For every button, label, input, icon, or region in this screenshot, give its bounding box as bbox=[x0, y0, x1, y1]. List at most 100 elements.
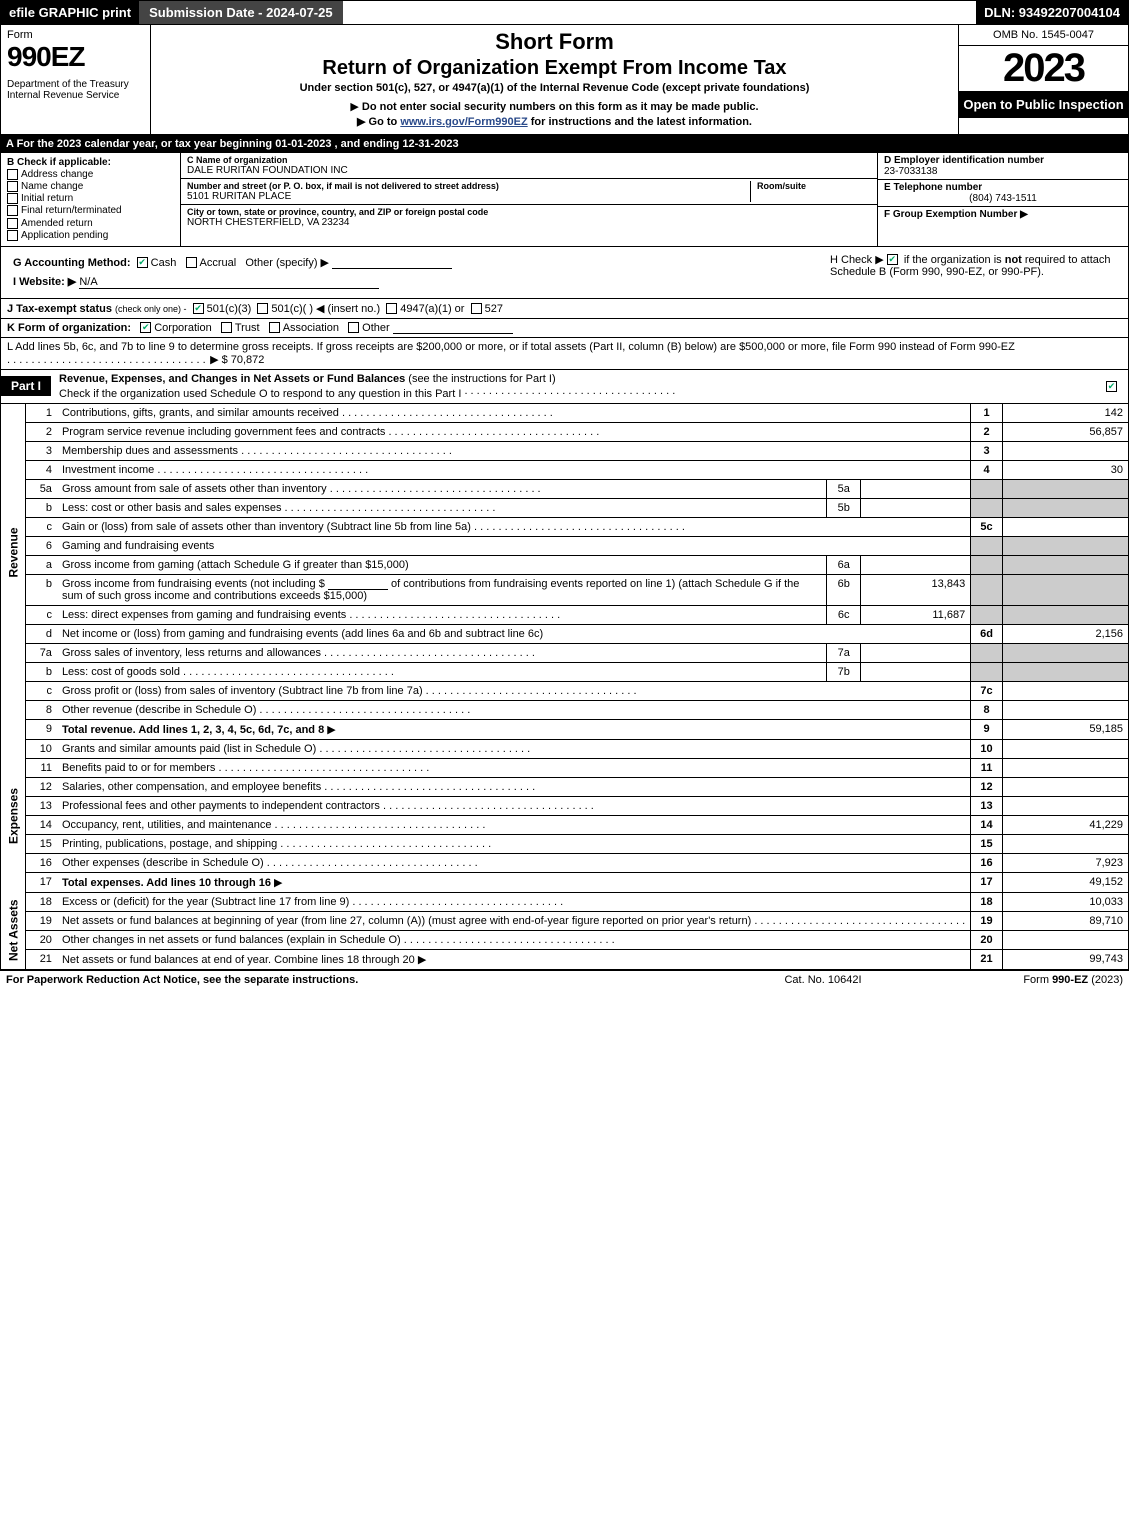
part1-badge: Part I bbox=[1, 376, 51, 396]
line-box: 14 bbox=[971, 815, 1003, 834]
check-initial-return[interactable]: Initial return bbox=[7, 193, 174, 204]
irs-link[interactable]: www.irs.gov/Form990EZ bbox=[400, 116, 527, 128]
j-4947-checkbox-icon[interactable] bbox=[386, 303, 397, 314]
checkbox-icon[interactable] bbox=[7, 181, 18, 192]
h-not: not bbox=[1005, 254, 1022, 266]
line-box: 6d bbox=[971, 624, 1003, 643]
shade-cell bbox=[1002, 479, 1128, 498]
arrow-icon: ▶ bbox=[350, 101, 362, 113]
form-ref: Form 990-EZ (2023) bbox=[923, 974, 1123, 986]
line-num: 3 bbox=[26, 441, 57, 460]
c-name-label: C Name of organization bbox=[187, 155, 871, 165]
line-num: 4 bbox=[26, 460, 57, 479]
part1-check-note: Check if the organization used Schedule … bbox=[59, 388, 461, 400]
part1-schedule-o-check bbox=[1098, 380, 1128, 392]
cash-checkbox-icon[interactable] bbox=[137, 257, 148, 268]
line-5c: c Gain or (loss) from sale of assets oth… bbox=[1, 517, 1129, 536]
checkbox-icon[interactable] bbox=[7, 193, 18, 204]
j-527-checkbox-icon[interactable] bbox=[471, 303, 482, 314]
header-center: Short Form Return of Organization Exempt… bbox=[151, 25, 958, 134]
form-number: 990EZ bbox=[7, 41, 144, 73]
line-8: 8 Other revenue (describe in Schedule O)… bbox=[1, 700, 1129, 719]
line-2: 2 Program service revenue including gove… bbox=[1, 422, 1129, 441]
org-name-row: C Name of organization DALE RURITAN FOUN… bbox=[181, 153, 877, 179]
e-phone-label: E Telephone number bbox=[884, 182, 1122, 193]
other-input-line[interactable] bbox=[332, 257, 452, 269]
contrib-amount-line[interactable] bbox=[328, 578, 388, 590]
accrual-checkbox-icon[interactable] bbox=[186, 257, 197, 268]
check-name-change[interactable]: Name change bbox=[7, 181, 174, 192]
k-assoc-checkbox-icon[interactable] bbox=[269, 322, 280, 333]
line-10: Expenses 10 Grants and similar amounts p… bbox=[1, 739, 1129, 758]
line-desc: Investment income bbox=[62, 464, 154, 476]
col-d-ein: D Employer identification number 23-7033… bbox=[878, 153, 1128, 246]
line-6a: a Gross income from gaming (attach Sched… bbox=[1, 555, 1129, 574]
line-desc: Less: direct expenses from gaming and fu… bbox=[62, 609, 346, 621]
k-other-checkbox-icon[interactable] bbox=[348, 322, 359, 333]
k-corp-checkbox-icon[interactable] bbox=[140, 322, 151, 333]
shade-cell bbox=[1002, 605, 1128, 624]
col-b-checkboxes: B Check if applicable: Address change Na… bbox=[1, 153, 181, 246]
line-desc: Total expenses. Add lines 10 through 16 bbox=[62, 877, 271, 889]
line-val bbox=[1002, 930, 1128, 949]
line-5b: b Less: cost or other basis and sales ex… bbox=[1, 498, 1129, 517]
checkbox-icon[interactable] bbox=[1106, 381, 1117, 392]
shade-cell bbox=[971, 479, 1003, 498]
c-street-label: Number and street (or P. O. box, if mail… bbox=[187, 181, 744, 191]
line-box: 11 bbox=[971, 758, 1003, 777]
line-desc: Professional fees and other payments to … bbox=[62, 800, 380, 812]
line-13: 13Professional fees and other payments t… bbox=[1, 796, 1129, 815]
line-17: 17Total expenses. Add lines 10 through 1… bbox=[1, 872, 1129, 892]
phone-value: (804) 743-1511 bbox=[884, 193, 1122, 204]
checkbox-icon[interactable] bbox=[7, 230, 18, 241]
sub-box: 6b bbox=[827, 574, 861, 605]
line-num: 15 bbox=[26, 834, 57, 853]
checkbox-icon[interactable] bbox=[7, 218, 18, 229]
page-footer: For Paperwork Reduction Act Notice, see … bbox=[0, 970, 1129, 989]
line-box: 12 bbox=[971, 777, 1003, 796]
line-desc: Net income or (loss) from gaming and fun… bbox=[62, 628, 543, 640]
shade-cell bbox=[971, 662, 1003, 681]
shade-cell bbox=[971, 643, 1003, 662]
spacer bbox=[343, 1, 977, 24]
k-other-line[interactable] bbox=[393, 322, 513, 334]
line-box: 16 bbox=[971, 853, 1003, 872]
part1-title-bold: Revenue, Expenses, and Changes in Net As… bbox=[59, 373, 405, 385]
part1-table: Revenue 1 Contributions, gifts, grants, … bbox=[0, 404, 1129, 970]
h-checkbox-icon[interactable] bbox=[887, 254, 898, 265]
line-15: 15Printing, publications, postage, and s… bbox=[1, 834, 1129, 853]
sub-val: 11,687 bbox=[861, 605, 971, 624]
line-box: 21 bbox=[971, 949, 1003, 969]
k-trust-checkbox-icon[interactable] bbox=[221, 322, 232, 333]
accrual-label: Accrual bbox=[200, 257, 237, 269]
check-amended-return[interactable]: Amended return bbox=[7, 218, 174, 229]
line-num: 1 bbox=[26, 404, 57, 423]
line-desc: Other changes in net assets or fund bala… bbox=[62, 934, 401, 946]
line-box: 5c bbox=[971, 517, 1003, 536]
line-num: 21 bbox=[26, 949, 57, 969]
line-val bbox=[1002, 739, 1128, 758]
checkbox-icon[interactable] bbox=[7, 205, 18, 216]
sub-box: 7a bbox=[827, 643, 861, 662]
check-application-pending[interactable]: Application pending bbox=[7, 230, 174, 241]
l-amount-prefix: ▶ $ bbox=[210, 354, 231, 366]
d-ein-label: D Employer identification number bbox=[884, 155, 1122, 166]
efile-label[interactable]: efile GRAPHIC print bbox=[1, 1, 139, 24]
ssn-warning: ▶ Do not enter social security numbers o… bbox=[159, 100, 950, 113]
sub-box: 5b bbox=[827, 498, 861, 517]
line-num: 18 bbox=[26, 892, 57, 911]
website-value: N/A bbox=[79, 276, 97, 288]
check-address-change[interactable]: Address change bbox=[7, 169, 174, 180]
k-label: K Form of organization: bbox=[7, 322, 131, 334]
line-val: 89,710 bbox=[1002, 911, 1128, 930]
row-k-org: K Form of organization: Corporation Trus… bbox=[0, 319, 1129, 338]
checkbox-icon[interactable] bbox=[7, 169, 18, 180]
shade-cell bbox=[1002, 536, 1128, 555]
j-501c-checkbox-icon[interactable] bbox=[257, 303, 268, 314]
j-501c3-checkbox-icon[interactable] bbox=[193, 303, 204, 314]
line-val bbox=[1002, 834, 1128, 853]
check-final-return[interactable]: Final return/terminated bbox=[7, 205, 174, 216]
line-num: 11 bbox=[26, 758, 57, 777]
line-desc: Gross amount from sale of assets other t… bbox=[62, 483, 327, 495]
form-ref-year: (2023) bbox=[1088, 974, 1123, 986]
